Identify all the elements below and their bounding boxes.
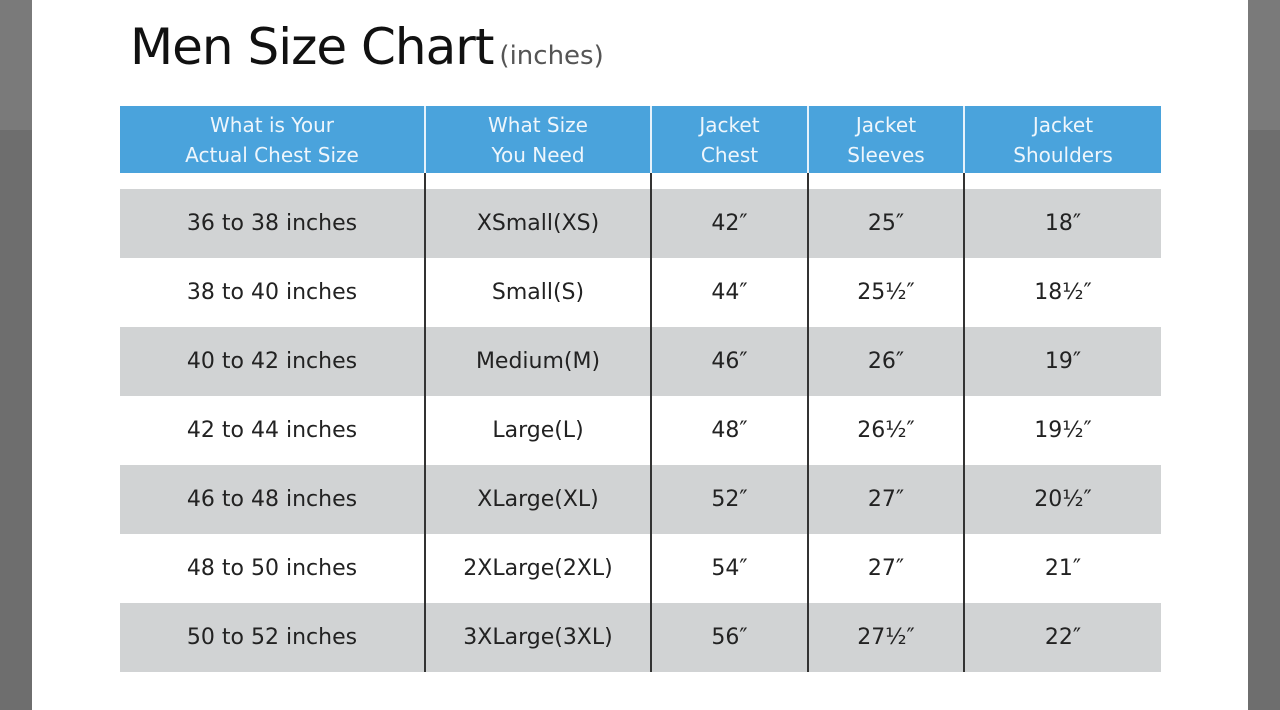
cell-jacket-shoulders: 19½″ (963, 396, 1161, 465)
header-line: Sleeves (847, 142, 925, 167)
cell-jacket-sleeves: 25½″ (807, 258, 964, 327)
header-jacket-sleeves: Jacket Sleeves (807, 106, 964, 173)
cell-size-needed: Medium(M) (424, 327, 651, 396)
table-row: 46 to 48 inches XLarge(XL) 52″ 27″ 20½″ (120, 465, 1161, 534)
cell-chest-size: 38 to 40 inches (120, 258, 425, 327)
cell-jacket-chest: 42″ (650, 189, 808, 258)
spacer-cell (963, 173, 1161, 189)
cell-size-needed: Small(S) (424, 258, 651, 327)
header-chest-size: What is Your Actual Chest Size (120, 106, 425, 173)
spacer-cell (120, 173, 425, 189)
table-row: 38 to 40 inches Small(S) 44″ 25½″ 18½″ (120, 258, 1161, 327)
cell-chest-size: 36 to 38 inches (120, 189, 425, 258)
header-row: What is Your Actual Chest Size What Size Yo… (120, 106, 1161, 173)
cell-chest-size: 46 to 48 inches (120, 465, 425, 534)
header-line: Jacket (699, 112, 760, 137)
chart-title: Men Size Chart (inches) (130, 18, 604, 76)
cell-jacket-shoulders: 18½″ (963, 258, 1161, 327)
cell-chest-size: 42 to 44 inches (120, 396, 425, 465)
header-line: Shoulders (1013, 142, 1113, 167)
header-size-needed: What Size You Need (424, 106, 651, 173)
spacer-cell (650, 173, 808, 189)
header-jacket-shoulders: Jacket Shoulders (963, 106, 1161, 173)
cell-jacket-shoulders: 20½″ (963, 465, 1161, 534)
cell-jacket-sleeves: 27″ (807, 465, 964, 534)
subtitle-text: (inches) (499, 41, 604, 71)
cell-jacket-chest: 44″ (650, 258, 808, 327)
table-row: 40 to 42 inches Medium(M) 46″ 26″ 19″ (120, 327, 1161, 396)
header-line: What Size (488, 112, 588, 137)
cell-jacket-chest: 48″ (650, 396, 808, 465)
spacer-cell (807, 173, 964, 189)
cell-jacket-chest: 54″ (650, 534, 808, 603)
cell-jacket-shoulders: 19″ (963, 327, 1161, 396)
cell-size-needed: 2XLarge(2XL) (424, 534, 651, 603)
cell-jacket-sleeves: 26½″ (807, 396, 964, 465)
cell-chest-size: 40 to 42 inches (120, 327, 425, 396)
cell-jacket-sleeves: 27½″ (807, 603, 964, 672)
table-row: 48 to 50 inches 2XLarge(2XL) 54″ 27″ 21″ (120, 534, 1161, 603)
header-line: Jacket (855, 112, 917, 137)
cell-size-needed: 3XLarge(3XL) (424, 603, 651, 672)
cell-size-needed: Large(L) (424, 396, 651, 465)
size-table: What is Your Actual Chest Size What Size Yo… (120, 106, 1161, 672)
cell-chest-size: 48 to 50 inches (120, 534, 425, 603)
header-line: Jacket (1032, 112, 1094, 137)
cell-jacket-chest: 56″ (650, 603, 808, 672)
cell-jacket-chest: 46″ (650, 327, 808, 396)
header-jacket-chest: Jacket Chest (650, 106, 808, 173)
table-row: 36 to 38 inches XSmall(XS) 42″ 25″ 18″ (120, 189, 1161, 258)
cell-jacket-sleeves: 25″ (807, 189, 964, 258)
cell-jacket-sleeves: 26″ (807, 327, 964, 396)
cell-jacket-chest: 52″ (650, 465, 808, 534)
cell-size-needed: XLarge(XL) (424, 465, 651, 534)
header-line: What is Your (210, 112, 334, 137)
spacer-cell (424, 173, 651, 189)
title-text: Men Size Chart (130, 18, 494, 76)
cell-jacket-shoulders: 18″ (963, 189, 1161, 258)
header-line: Chest (700, 142, 759, 167)
header-line: You Need (491, 142, 585, 167)
header-line: Actual Chest Size (185, 142, 359, 167)
image-viewer-panel: Men Size Chart (inches) What is Your Actua… (32, 0, 1248, 710)
cell-jacket-sleeves: 27″ (807, 534, 964, 603)
cell-size-needed: XSmall(XS) (424, 189, 651, 258)
cell-jacket-shoulders: 22″ (963, 603, 1161, 672)
cell-jacket-shoulders: 21″ (963, 534, 1161, 603)
spacer-row (120, 173, 1161, 189)
table-row: 42 to 44 inches Large(L) 48″ 26½″ 19½″ (120, 396, 1161, 465)
table-row: 50 to 52 inches 3XLarge(3XL) 56″ 27½″ 22″ (120, 603, 1161, 672)
cell-chest-size: 50 to 52 inches (120, 603, 425, 672)
